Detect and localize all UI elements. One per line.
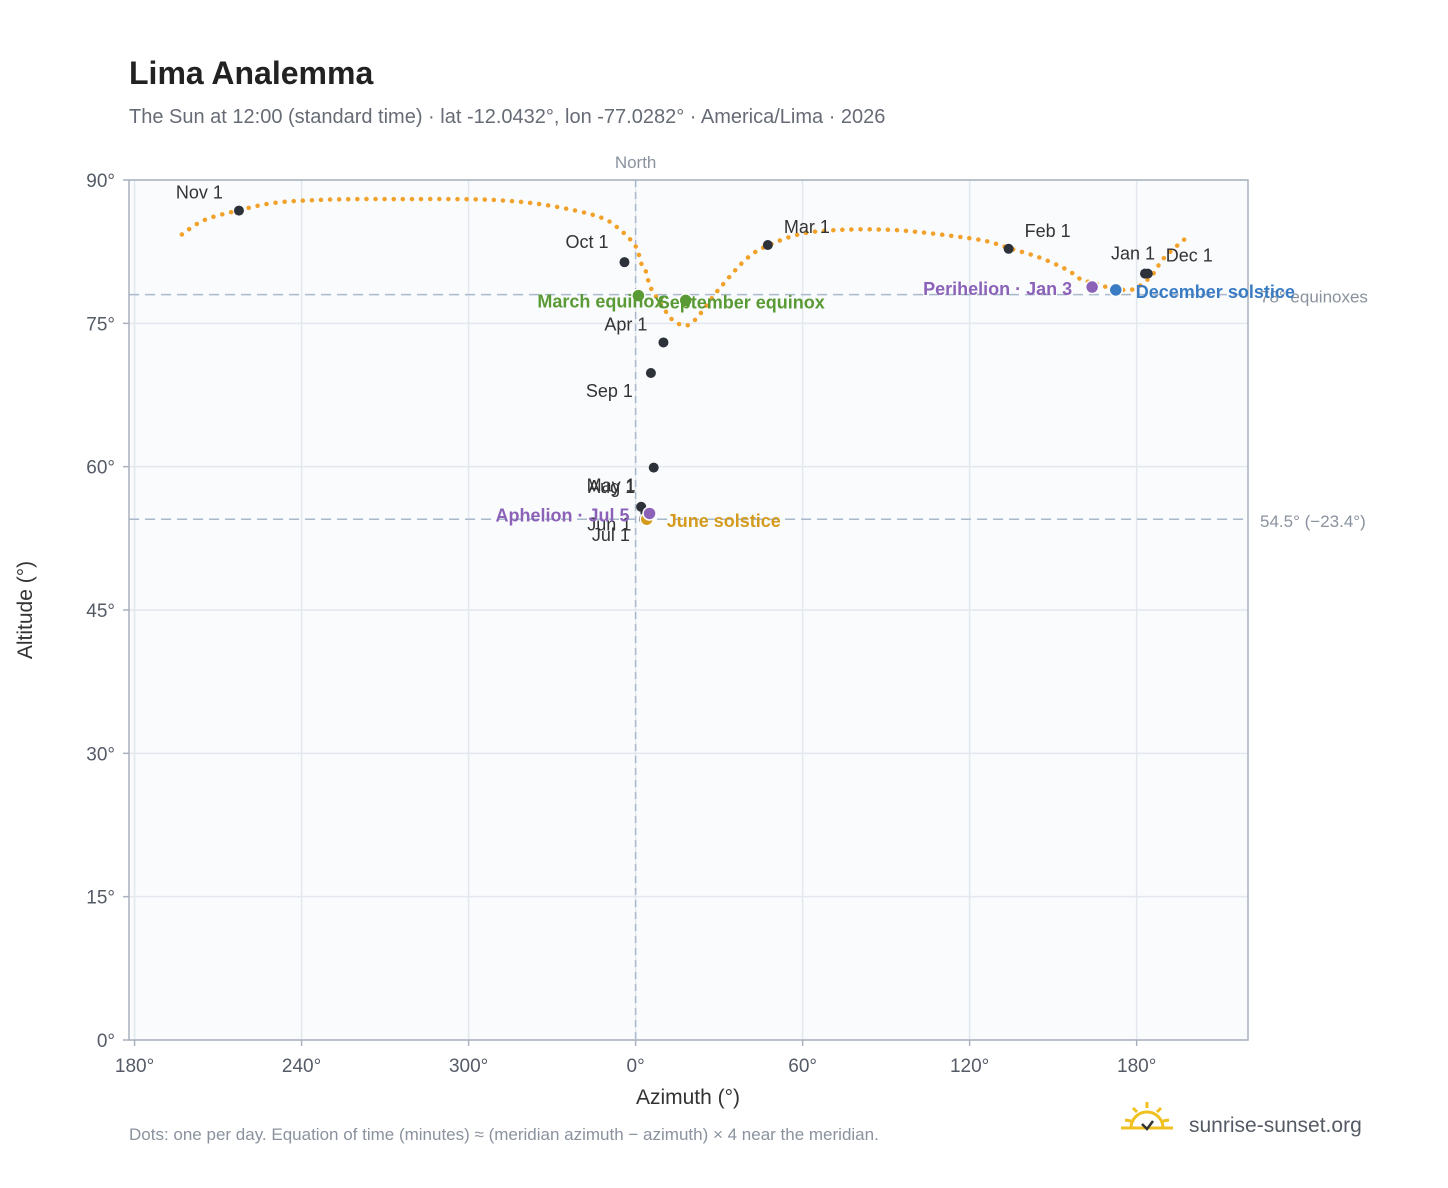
event-label: December solstice (1136, 282, 1295, 302)
x-axis-label: Azimuth (°) (636, 1086, 740, 1109)
x-tick-label: 180° (1117, 1056, 1156, 1077)
reference-lines: North 78° equinoxes 54.5° (−23.4°) (129, 153, 1368, 1040)
event-dot (642, 506, 657, 521)
event-dot (631, 288, 646, 303)
event-label: Aphelion · Jul 5 (496, 505, 630, 525)
north-label: North (615, 153, 657, 172)
footnote: Dots: one per day. Equation of time (min… (129, 1125, 879, 1144)
y-tick-label: 90° (86, 171, 115, 192)
y-axis-label: Altitude (°) (14, 561, 37, 659)
x-tick-label: 0° (627, 1056, 645, 1077)
event-label: Perihelion · Jan 3 (923, 279, 1072, 299)
y-tick-label: 60° (86, 458, 115, 479)
event-dot (1108, 282, 1124, 298)
month-dot (762, 239, 773, 250)
x-tick-label: 120° (950, 1056, 989, 1077)
month-label: Feb 1 (1025, 221, 1071, 241)
y-tick-label: 15° (86, 888, 115, 909)
chart-title: Lima Analemma (129, 55, 373, 91)
month-label: Sep 1 (586, 381, 633, 401)
sun-logo-icon (1121, 1102, 1173, 1131)
event-label: June solstice (667, 511, 781, 531)
month-label: Aug 1 (588, 477, 635, 497)
month-label: Nov 1 (176, 183, 223, 203)
month-label: Jun 1 (587, 515, 631, 535)
y-tick-label: 30° (86, 744, 115, 765)
x-tick-label: 60° (788, 1056, 817, 1077)
event-label: September equinox (658, 292, 825, 312)
month-dot (233, 205, 244, 216)
month-dot (1003, 243, 1014, 254)
month-dot (619, 257, 630, 268)
y-axis-ticks: 0° 15° 30° 45° 60° 75° 90° (86, 171, 129, 1052)
x-tick-label: 240° (282, 1056, 321, 1077)
y-tick-label: 45° (86, 601, 115, 622)
month-dot (645, 368, 656, 379)
month-label: Dec 1 (1166, 246, 1213, 266)
analemma-daily-dots (179, 196, 1190, 329)
y-tick-label: 0° (97, 1031, 115, 1052)
altitude-reference-label: 54.5° (−23.4°) (1260, 512, 1366, 531)
month-label: Jan 1 (1111, 244, 1155, 264)
month-dot (658, 337, 669, 348)
month-dot (1142, 268, 1153, 279)
event-dot (1084, 279, 1100, 295)
month-label: Oct 1 (565, 232, 608, 252)
x-axis-ticks: 180° 240° 300° 0° 60° 120° 180° (115, 1040, 1156, 1077)
x-tick-label: 180° (115, 1056, 154, 1077)
x-tick-label: 300° (449, 1056, 488, 1077)
y-tick-label: 75° (86, 314, 115, 335)
month-label: May 1 (587, 476, 636, 496)
altitude-reference-label: 78° equinoxes (1260, 288, 1368, 307)
month-dot (648, 462, 659, 473)
chart-subtitle: The Sun at 12:00 (standard time) · lat -… (129, 106, 885, 128)
month-label: Apr 1 (604, 314, 647, 334)
month-label: Mar 1 (784, 217, 830, 237)
brand-name: sunrise-sunset.org (1189, 1114, 1362, 1137)
event-dot (678, 293, 693, 308)
analemma-curve (179, 196, 1190, 329)
event-label: March equinox (537, 292, 664, 312)
month-label: Jul 1 (592, 525, 630, 545)
